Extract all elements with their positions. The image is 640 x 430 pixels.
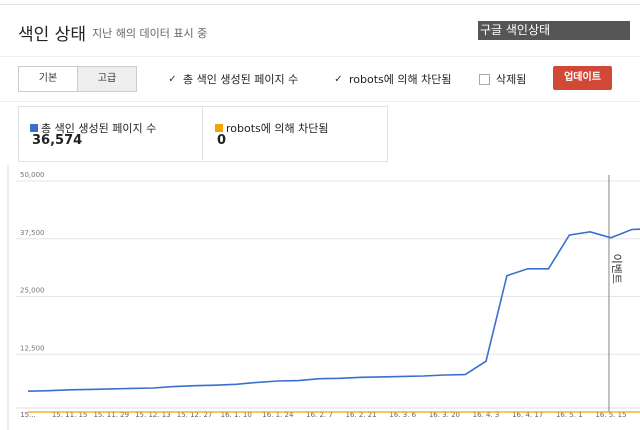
x-tick-label: 16. 4. 3: [473, 411, 500, 419]
x-tick-label: 16. 1. 10: [221, 411, 252, 419]
card-divider: [202, 106, 203, 160]
y-tick-label: 25,000: [20, 287, 45, 295]
y-tick-label: 12,500: [20, 344, 45, 352]
top-border: [0, 4, 640, 5]
update-button[interactable]: 업데이트: [553, 66, 612, 90]
x-tick-label: 16. 5. 1: [556, 411, 583, 419]
x-tick-label: 16. 4. 17: [512, 411, 543, 419]
legend-swatch: [30, 124, 38, 132]
checkbox-label: 총 색인 생성된 페이지 수: [183, 73, 299, 86]
checkbox-label: robots에 의해 차단됨: [349, 73, 452, 86]
x-tick-label: 16. 2. 7: [306, 411, 333, 419]
tab[interactable]: 기본: [18, 66, 78, 92]
checkbox[interactable]: ✓ robots에 의해 차단됨: [334, 73, 452, 86]
badge: 구글 색인상태: [478, 21, 630, 40]
card-value: 36,574: [32, 133, 83, 148]
y-tick-label: 50,000: [20, 171, 45, 179]
series-line: [27, 228, 640, 392]
x-tick-label: 15...: [20, 411, 36, 419]
card-label[interactable]: robots에 의해 차단됨: [215, 120, 328, 136]
tab[interactable]: 고급: [78, 66, 137, 92]
annotation: 이벤트: [610, 254, 623, 284]
x-tick-label: 15. 12. 27: [177, 411, 213, 419]
legend-swatch: [215, 124, 223, 132]
checkbox[interactable]: 삭제됨: [479, 71, 526, 87]
toolbar: [0, 56, 640, 102]
card-label[interactable]: 총 색인 생성된 페이지 수: [30, 120, 156, 136]
summary-cards: [18, 106, 388, 162]
x-tick-label: 16. 2. 21: [346, 411, 377, 419]
checkbox-label: 삭제됨: [496, 73, 527, 86]
x-tick-label: 16. 3. 6: [389, 411, 416, 419]
tabs: 기본 고급: [18, 66, 137, 92]
checkbox[interactable]: ✓ 총 색인 생성된 페이지 수: [168, 73, 299, 86]
x-tick-label: 16. 3. 20: [429, 411, 460, 419]
y-tick-label: 37,500: [20, 229, 45, 237]
title: 색인 상태: [18, 25, 86, 45]
x-tick-label: 15. 11. 15: [52, 411, 88, 419]
x-tick-label: 16. 5. 15: [595, 411, 626, 419]
x-tick-label: 15. 12. 13: [135, 411, 171, 419]
legend-label: 총 색인 생성된 페이지 수: [41, 122, 157, 135]
x-tick-label: 15. 11. 29: [93, 411, 129, 419]
x-tick-label: 16. 1. 24: [262, 411, 294, 419]
chart: 12,500 25,000 37,500 50,000 15... 15. 11. 15 1…: [7, 165, 640, 430]
card-value: 0: [217, 133, 227, 148]
legend-label: robots에 의해 차단됨: [226, 122, 329, 135]
subtitle: 지난 해의 데이터 표시 중: [92, 27, 208, 40]
